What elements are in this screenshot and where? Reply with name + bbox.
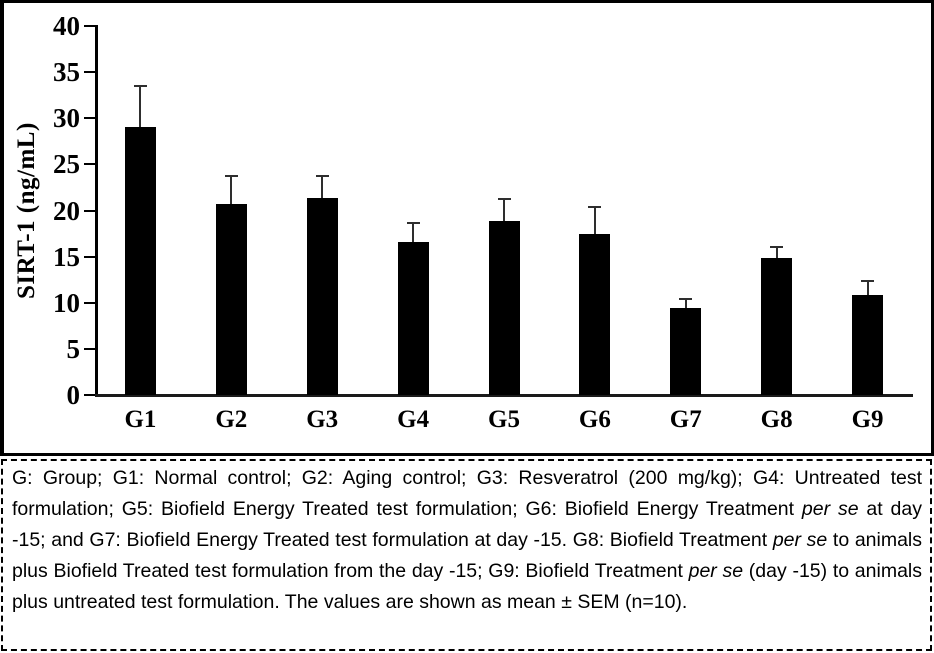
y-axis-tick-label: 10 xyxy=(53,287,80,318)
error-bar xyxy=(412,223,415,242)
caption-segment-italic: per se xyxy=(801,498,859,520)
y-axis-tick xyxy=(84,117,95,120)
y-axis-tick-label: 0 xyxy=(66,380,81,410)
error-bar xyxy=(684,299,687,309)
plot-area: SIRT-1 (ng/mL) 0 5 10 15 20 25 30 35 40 G1 G2 G3 G4 G… xyxy=(4,3,931,453)
chart-box: SIRT-1 (ng/mL) 0 5 10 15 20 25 30 35 40 G1 G2 G3 G4 G… xyxy=(0,0,934,456)
y-axis-tick-label: 40 xyxy=(53,11,80,41)
error-bar-cap xyxy=(133,84,147,87)
y-axis-tick xyxy=(84,209,95,212)
error-bar xyxy=(866,280,869,296)
bar-g8 xyxy=(761,257,793,395)
bar-g2 xyxy=(215,204,247,395)
x-axis-category-label: G6 xyxy=(578,406,611,433)
error-bar xyxy=(503,198,505,221)
y-axis-tick xyxy=(84,255,95,258)
error-bar xyxy=(593,206,596,235)
bar-g3 xyxy=(306,197,338,395)
error-bar-cap xyxy=(588,205,602,208)
error-bar-cap xyxy=(315,175,329,178)
error-bar xyxy=(775,247,778,258)
x-axis-category-label: G1 xyxy=(124,406,157,433)
caption-segment-italic: per se xyxy=(772,529,828,551)
bar-g5 xyxy=(488,220,520,395)
caption-segment: at day -15; and G7: Biofield Energy Trea… xyxy=(12,498,922,551)
caption-segment-italic: per se xyxy=(688,560,744,582)
y-axis-tick xyxy=(84,71,95,74)
y-axis-tick xyxy=(84,301,95,304)
y-axis-tick-label: 15 xyxy=(53,241,80,272)
x-axis-category-label: G4 xyxy=(397,406,430,433)
error-bar-cap xyxy=(679,298,693,301)
y-axis-tick xyxy=(84,163,95,166)
caption-segment: to animals plus Biofield Treated test fo… xyxy=(12,529,923,582)
y-axis-tick-label: 5 xyxy=(66,333,81,364)
bar-g9 xyxy=(852,295,884,395)
y-axis-tick xyxy=(84,347,95,350)
error-bar-cap xyxy=(770,246,784,249)
error-bar xyxy=(139,85,142,128)
bar-g1 xyxy=(124,127,156,395)
error-bar xyxy=(230,176,233,205)
y-axis-tick-label: 35 xyxy=(53,57,80,88)
x-axis-category-label: G3 xyxy=(306,406,339,433)
y-axis-tick xyxy=(84,25,95,27)
bar-g7 xyxy=(670,308,702,395)
caption-segment: G: Group; G1: Normal control; G2: Aging … xyxy=(12,467,922,520)
error-bar-cap xyxy=(406,222,420,225)
error-bar-cap xyxy=(861,279,875,282)
y-axis-tick-label: 30 xyxy=(53,103,80,134)
x-axis-category-label: G5 xyxy=(488,406,520,433)
y-axis-tick-label: 20 xyxy=(53,195,80,226)
x-axis-category-label: G7 xyxy=(669,406,702,433)
x-axis-category-label: G2 xyxy=(215,406,248,433)
x-axis-category-label: G8 xyxy=(760,406,793,433)
caption-segment: (day -15) to animals plus untreated test… xyxy=(12,560,922,613)
error-bar xyxy=(321,176,324,198)
x-axis-line xyxy=(95,394,913,397)
error-bar-cap xyxy=(497,197,511,200)
y-axis-tick-label: 25 xyxy=(53,149,80,180)
bar-g6 xyxy=(579,234,611,395)
y-axis-line xyxy=(95,25,98,396)
bar-g4 xyxy=(397,241,429,395)
y-axis-tick xyxy=(84,394,95,396)
caption-box: G: Group; G1: Normal control; G2: Aging … xyxy=(1,459,932,651)
x-axis-category-label: G9 xyxy=(851,406,884,433)
error-bar-cap xyxy=(224,175,238,178)
